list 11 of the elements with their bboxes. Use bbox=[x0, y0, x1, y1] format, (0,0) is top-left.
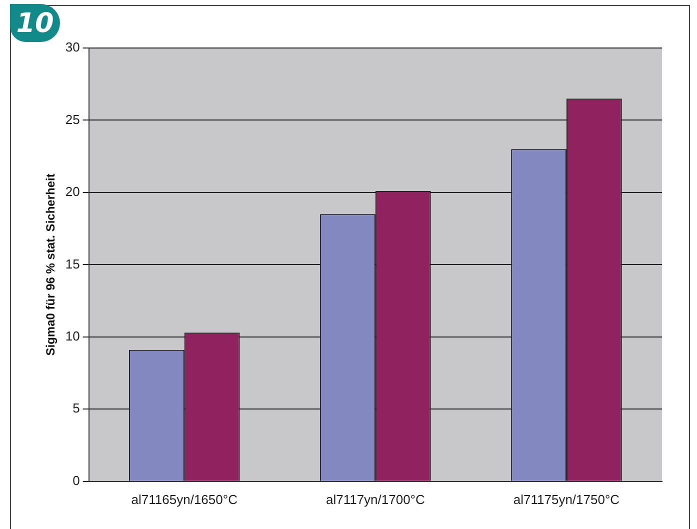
x-tick-label: al7117yn/1700°C bbox=[326, 492, 425, 507]
y-tick-label: 0 bbox=[72, 472, 80, 488]
x-tick-label: al71175yn/1750°C bbox=[513, 492, 620, 507]
y-tick-label: 30 bbox=[65, 40, 80, 55]
y-tick-label: 10 bbox=[65, 328, 80, 344]
y-tick-label: 20 bbox=[65, 184, 80, 200]
y-tick-label: 5 bbox=[72, 400, 80, 416]
y-tick-label: 25 bbox=[65, 112, 80, 127]
y-axis-title: Sigma0 für 96 % stat. Sicherheit bbox=[44, 174, 58, 356]
y-tick-label: 15 bbox=[65, 256, 80, 272]
x-tick-label: al71165yn/1650°C bbox=[131, 492, 238, 507]
